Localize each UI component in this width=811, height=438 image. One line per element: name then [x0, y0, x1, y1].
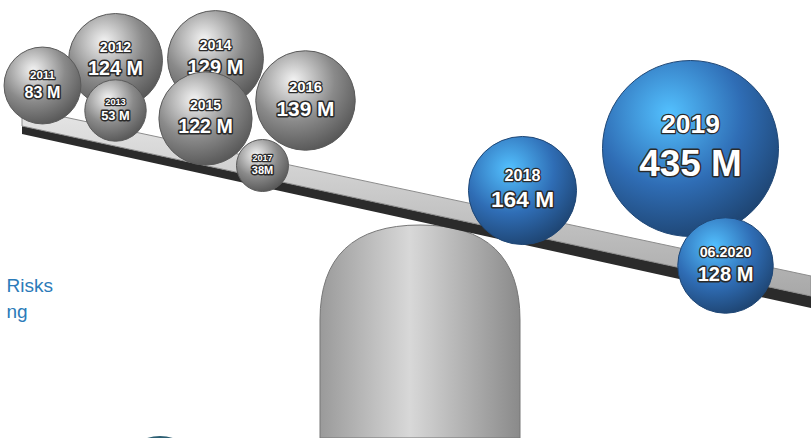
svg-text:83 M: 83 M: [25, 83, 61, 101]
svg-text:128 M: 128 M: [698, 263, 754, 285]
svg-text:2017: 2017: [252, 153, 272, 163]
svg-text:124 M: 124 M: [88, 57, 143, 79]
svg-text:38M: 38M: [252, 164, 273, 176]
svg-text:435 M: 435 M: [639, 143, 742, 184]
svg-text:2016: 2016: [289, 78, 322, 95]
svg-text:Risks: Risks: [7, 275, 53, 296]
svg-text:2015: 2015: [190, 97, 221, 113]
svg-text:53 M: 53 M: [101, 108, 130, 123]
svg-text:2012: 2012: [100, 39, 131, 55]
svg-text:2018: 2018: [504, 166, 540, 184]
svg-text:122 M: 122 M: [178, 115, 232, 137]
svg-text:06.2020: 06.2020: [700, 244, 752, 260]
svg-text:2013: 2013: [105, 97, 125, 107]
svg-text:139 M: 139 M: [276, 97, 334, 120]
svg-text:2019: 2019: [661, 109, 720, 139]
svg-text:2014: 2014: [200, 37, 232, 53]
svg-text:129 M: 129 M: [187, 55, 244, 78]
svg-text:ng: ng: [7, 301, 28, 322]
svg-text:2011: 2011: [30, 69, 56, 81]
svg-text:164 M: 164 M: [491, 186, 554, 212]
